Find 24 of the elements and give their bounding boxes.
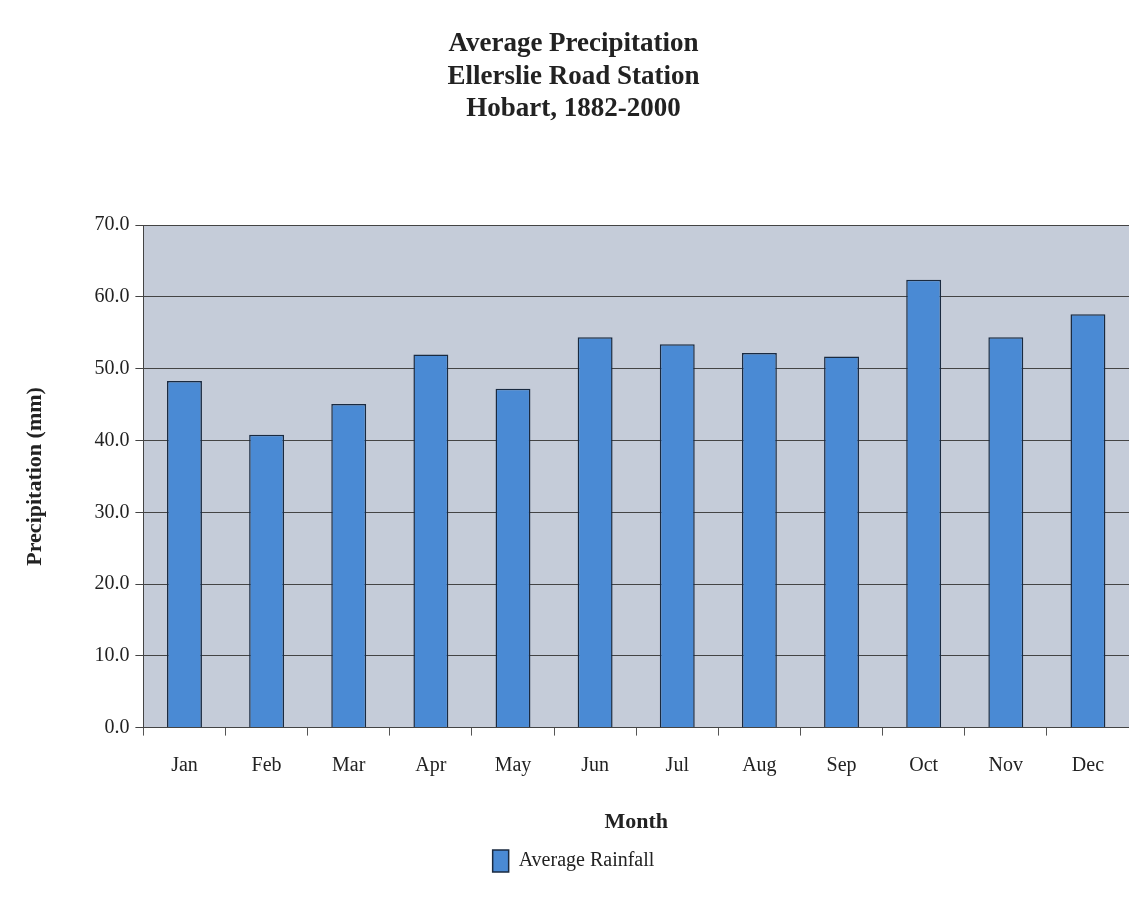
legend-label: Average Rainfall	[518, 848, 655, 872]
x-tick-label: Sep	[826, 752, 857, 776]
y-tick-label: 20.0	[94, 571, 130, 594]
y-tick-label: 30.0	[94, 499, 130, 522]
x-tick-label: Aug	[742, 752, 777, 776]
x-tick-label: Oct	[909, 752, 939, 775]
x-tick-label: Jan	[171, 752, 198, 775]
y-tick-label: 50.0	[94, 355, 130, 378]
y-tick-label: 10.0	[94, 643, 130, 666]
x-tick-label: Jul	[665, 752, 690, 775]
chart-title: Average Precipitation Ellerslie Road Station Hobart, 1882-2000	[447, 27, 700, 122]
x-tick-label: Jun	[581, 752, 610, 775]
x-tick-label: Feb	[251, 752, 282, 775]
x-axis-title: Month	[604, 808, 668, 834]
x-tick-label: May	[494, 752, 532, 776]
y-tick-label: 40.0	[94, 427, 130, 450]
x-tick-label: Mar	[332, 752, 366, 775]
y-tick-label: 60.0	[94, 284, 130, 307]
x-tick-label: Apr	[415, 752, 447, 776]
x-tick-label: Nov	[988, 752, 1024, 775]
y-tick-label: 70.0	[94, 212, 130, 235]
x-tick-label: Dec	[1071, 752, 1105, 775]
y-axis-title: Precipitation (mm)	[20, 387, 46, 566]
y-tick-label: 0.0	[104, 714, 130, 737]
